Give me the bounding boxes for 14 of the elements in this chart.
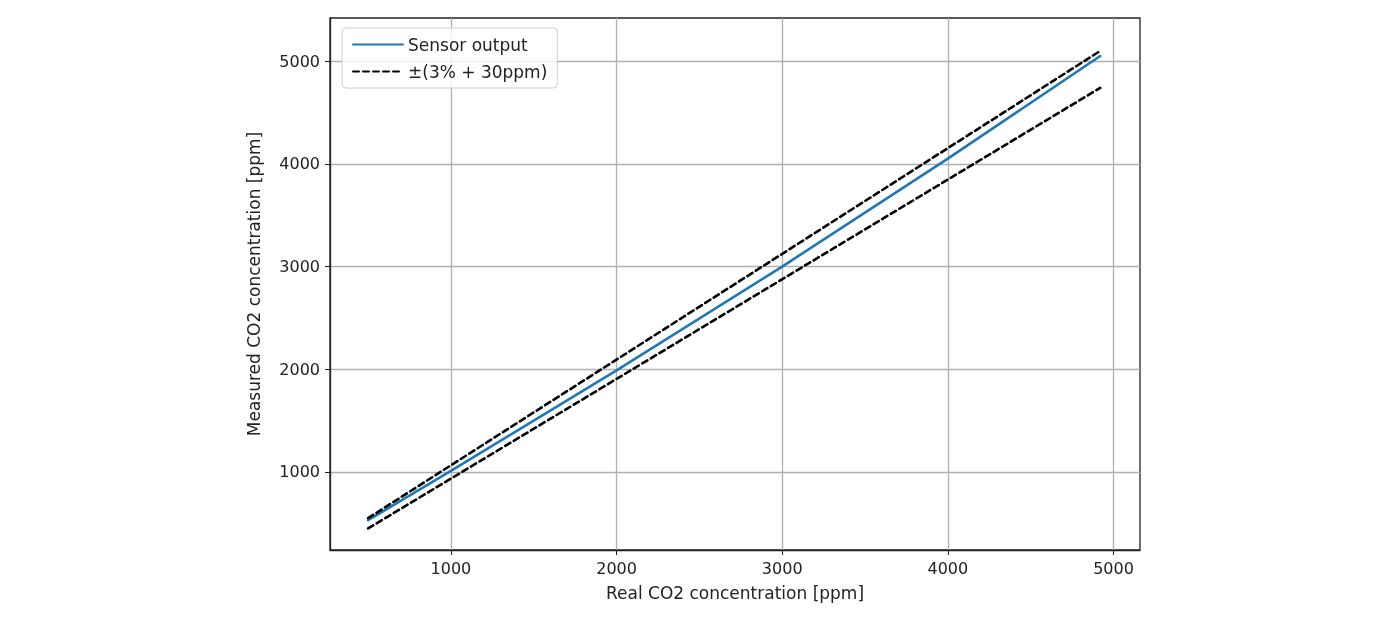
x-tick-label: 1000 [430, 558, 472, 578]
y-tick-label: 4000 [279, 154, 320, 174]
y-axis-title: Measured CO2 concentration [ppm] [243, 131, 264, 437]
y-tick-label: 2000 [279, 359, 320, 379]
x-tick-label: 3000 [761, 558, 803, 578]
y-tick-label: 1000 [279, 462, 320, 482]
x-tick-label: 5000 [1093, 558, 1134, 578]
y-tick-label: 5000 [279, 51, 320, 71]
x-tick-label: 2000 [596, 558, 637, 578]
x-tick-label: 4000 [927, 558, 969, 578]
y-tick-label: 3000 [279, 257, 320, 277]
legend-label: Sensor output [408, 34, 529, 55]
x-axis-title: Real CO2 concentration [ppm] [605, 582, 865, 603]
legend-label: ±(3% + 30ppm) [408, 61, 548, 82]
